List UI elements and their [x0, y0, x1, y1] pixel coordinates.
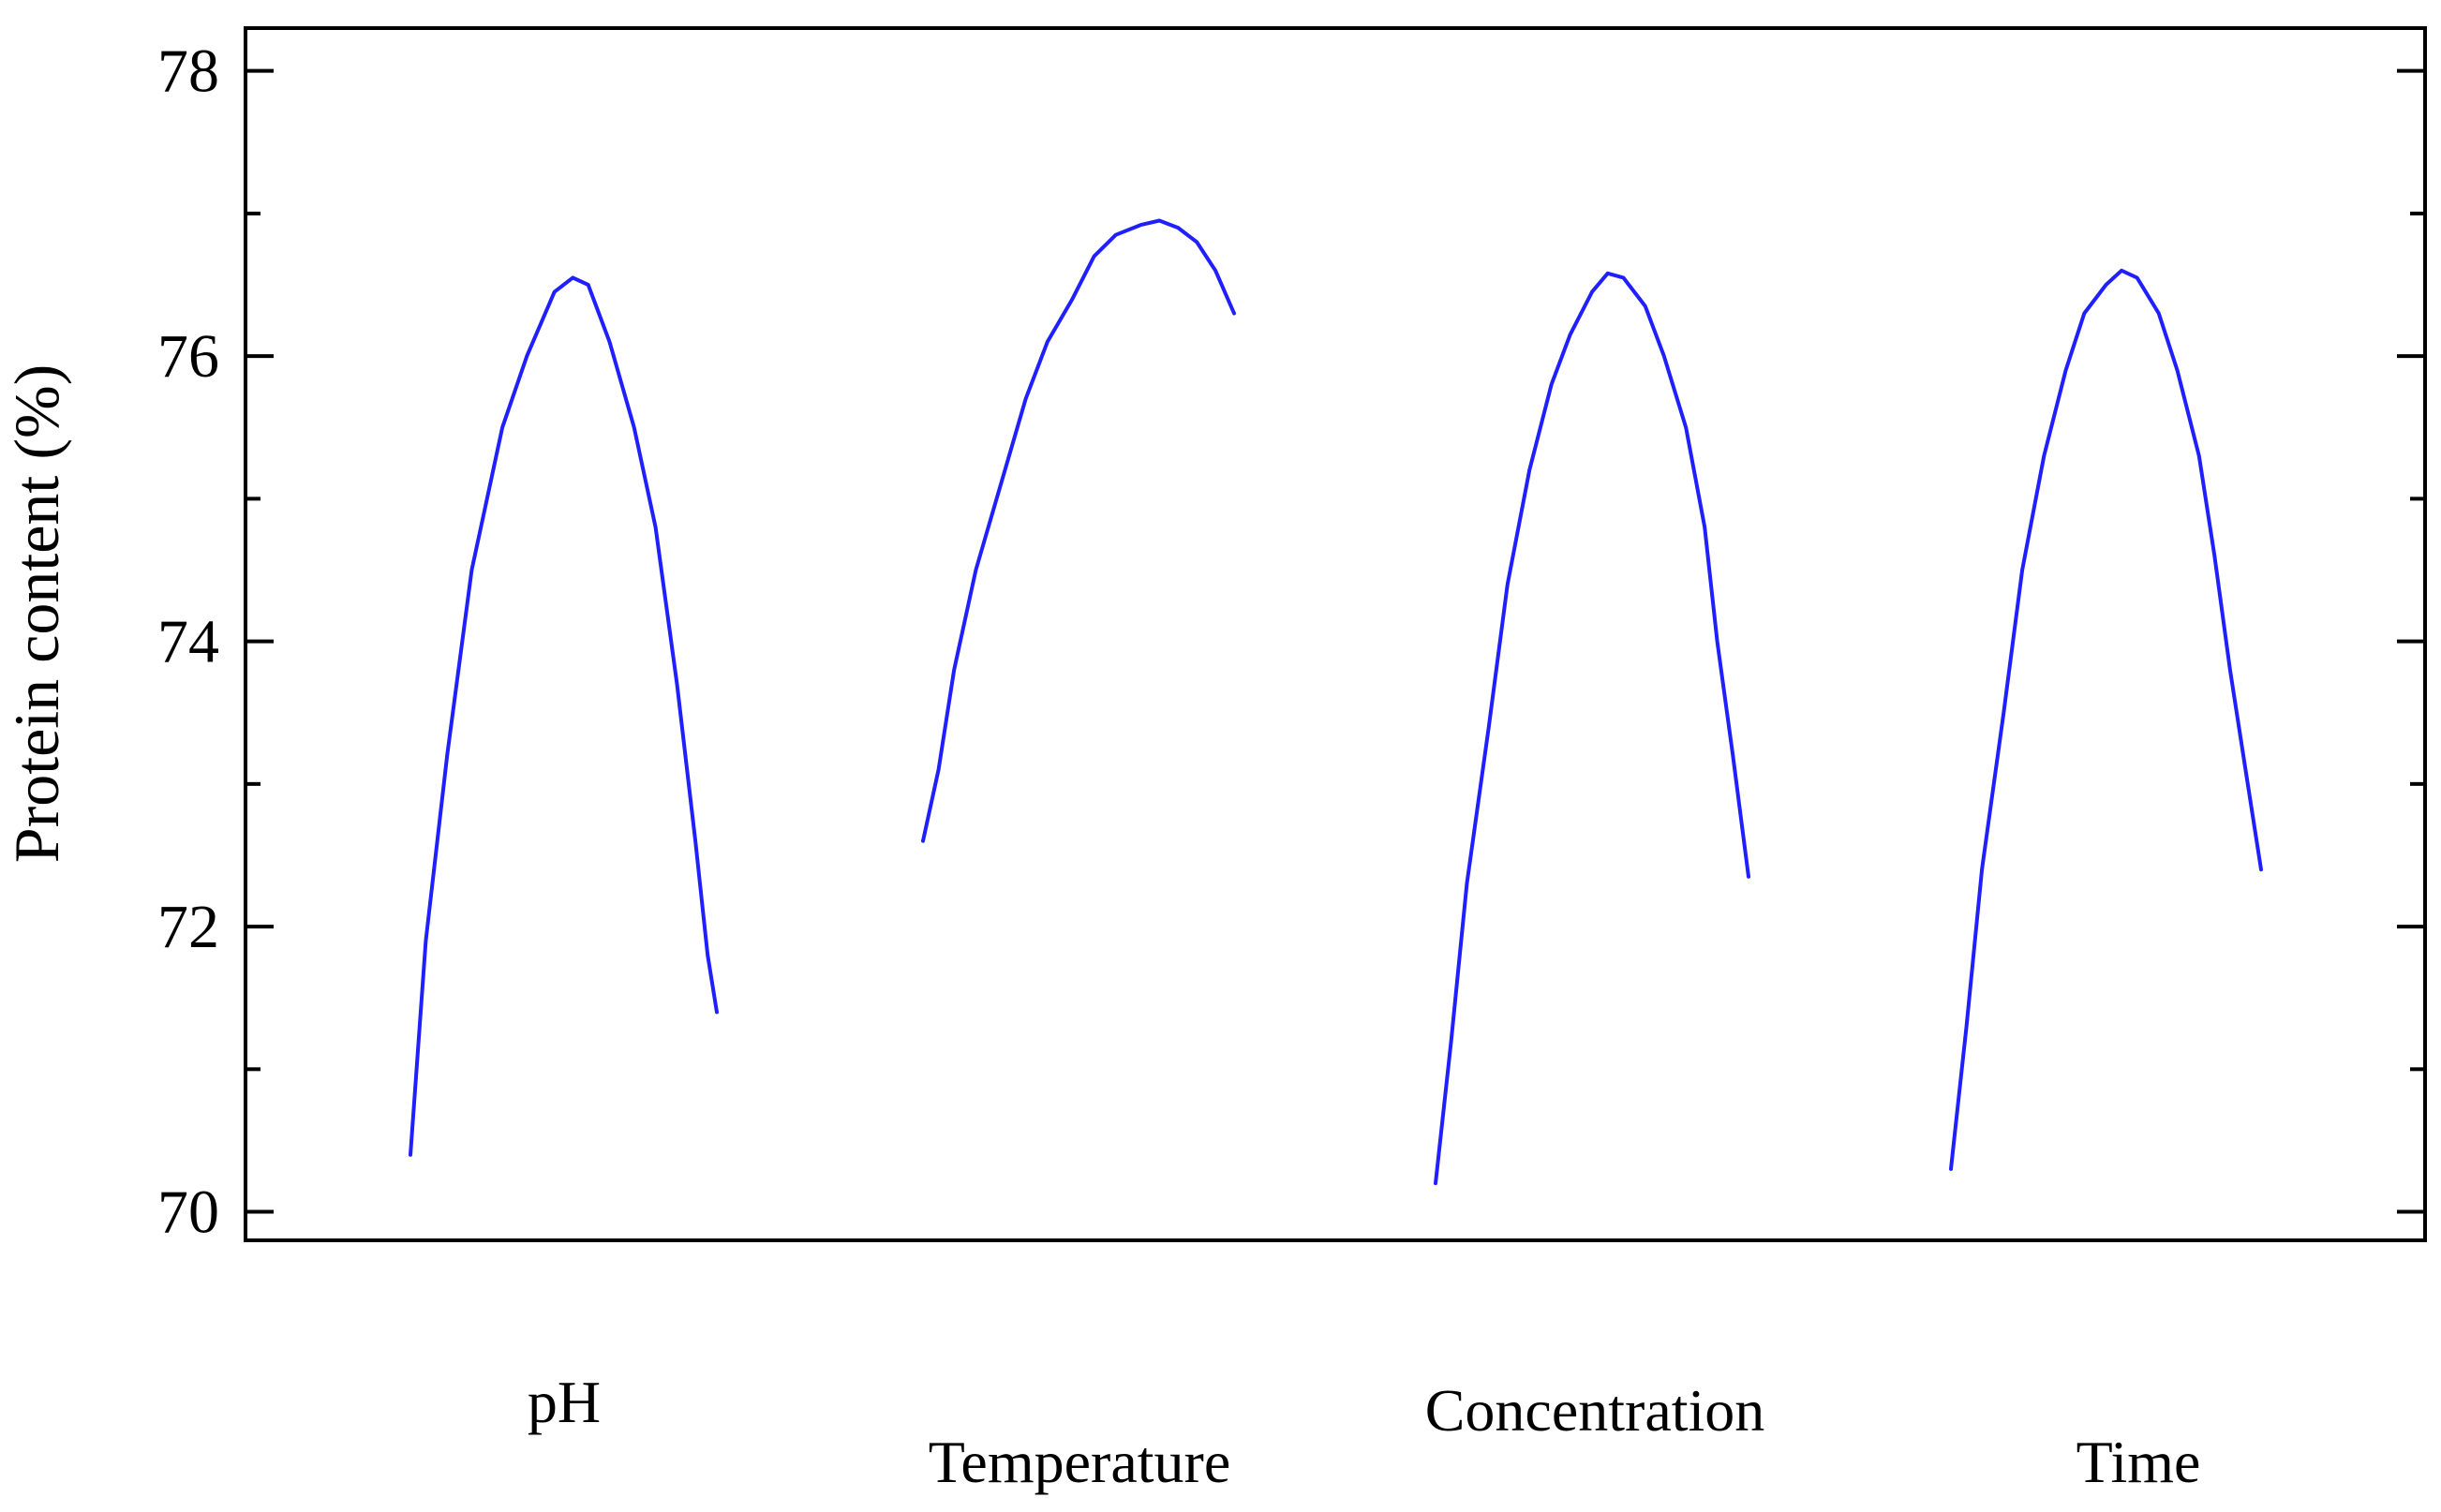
y-axis-label: Protein content (%) [1, 364, 72, 864]
y-tick-label: 72 [157, 893, 219, 961]
y-tick-label: 76 [157, 322, 219, 391]
factor-label-concentration: Concentration [1425, 1377, 1765, 1444]
factor-label-ph: pH [528, 1369, 601, 1435]
y-tick-label: 78 [157, 37, 219, 106]
curve-temperature [921, 218, 1236, 843]
plot-area: 70 72 74 76 78 pH Temperature Concentration Time [157, 26, 2427, 1495]
factor-label-temperature: Temperature [929, 1429, 1230, 1495]
y-tick-label: 70 [157, 1178, 219, 1247]
curve-time [1949, 268, 2263, 1171]
curve-concentration [1434, 271, 1750, 1186]
factor-label-time: Time [2076, 1429, 2201, 1495]
y-tick-label: 74 [157, 608, 219, 676]
curve-ph [409, 275, 719, 1157]
plot-frame [244, 26, 2427, 1242]
